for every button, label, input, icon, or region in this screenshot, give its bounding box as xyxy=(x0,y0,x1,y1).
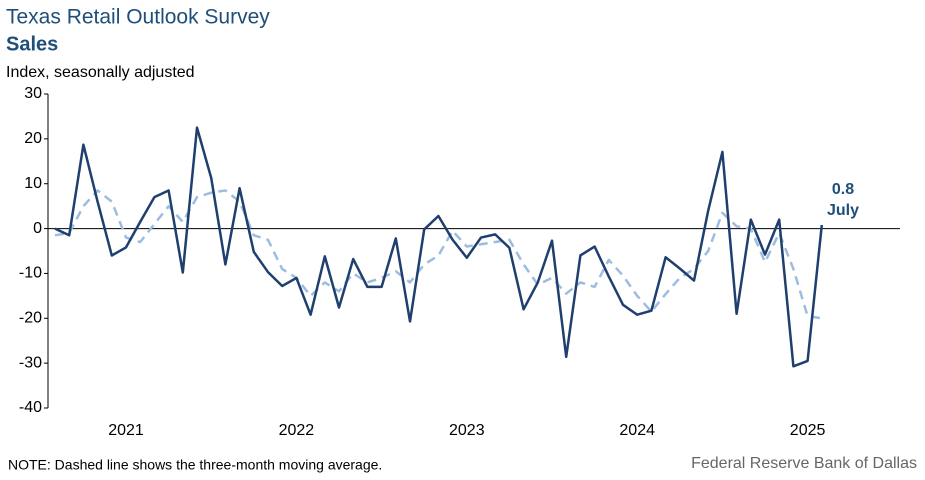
y-tick-label: 0 xyxy=(33,220,42,237)
chart-subtitle: Sales xyxy=(6,33,58,55)
y-tick-label: -40 xyxy=(19,399,42,416)
y-tick-label: -30 xyxy=(19,354,42,371)
moving-average-line xyxy=(54,189,822,320)
x-tick-label: 2023 xyxy=(449,422,485,439)
value-label: 0.8 xyxy=(832,181,854,198)
chart-title: Texas Retail Outlook Survey xyxy=(6,6,270,29)
y-tick-label: 10 xyxy=(24,175,42,192)
y-axis-label: Index, seasonally adjusted xyxy=(6,64,195,81)
data-line xyxy=(54,126,824,368)
source: Federal Reserve Bank of Dallas xyxy=(691,455,917,472)
annotation: July xyxy=(827,202,859,219)
x-tick-label: 2022 xyxy=(279,422,315,439)
y-tick-label: -10 xyxy=(19,265,42,282)
note: NOTE: Dashed line shows the three-month … xyxy=(8,457,382,473)
x-tick-label: 2025 xyxy=(790,422,826,439)
y-tick-label: -20 xyxy=(19,310,42,327)
y-tick-label: 30 xyxy=(24,85,42,102)
x-tick-label: 2021 xyxy=(108,422,144,439)
x-tick-label: 2024 xyxy=(619,422,655,439)
y-tick-label: 20 xyxy=(24,130,42,147)
